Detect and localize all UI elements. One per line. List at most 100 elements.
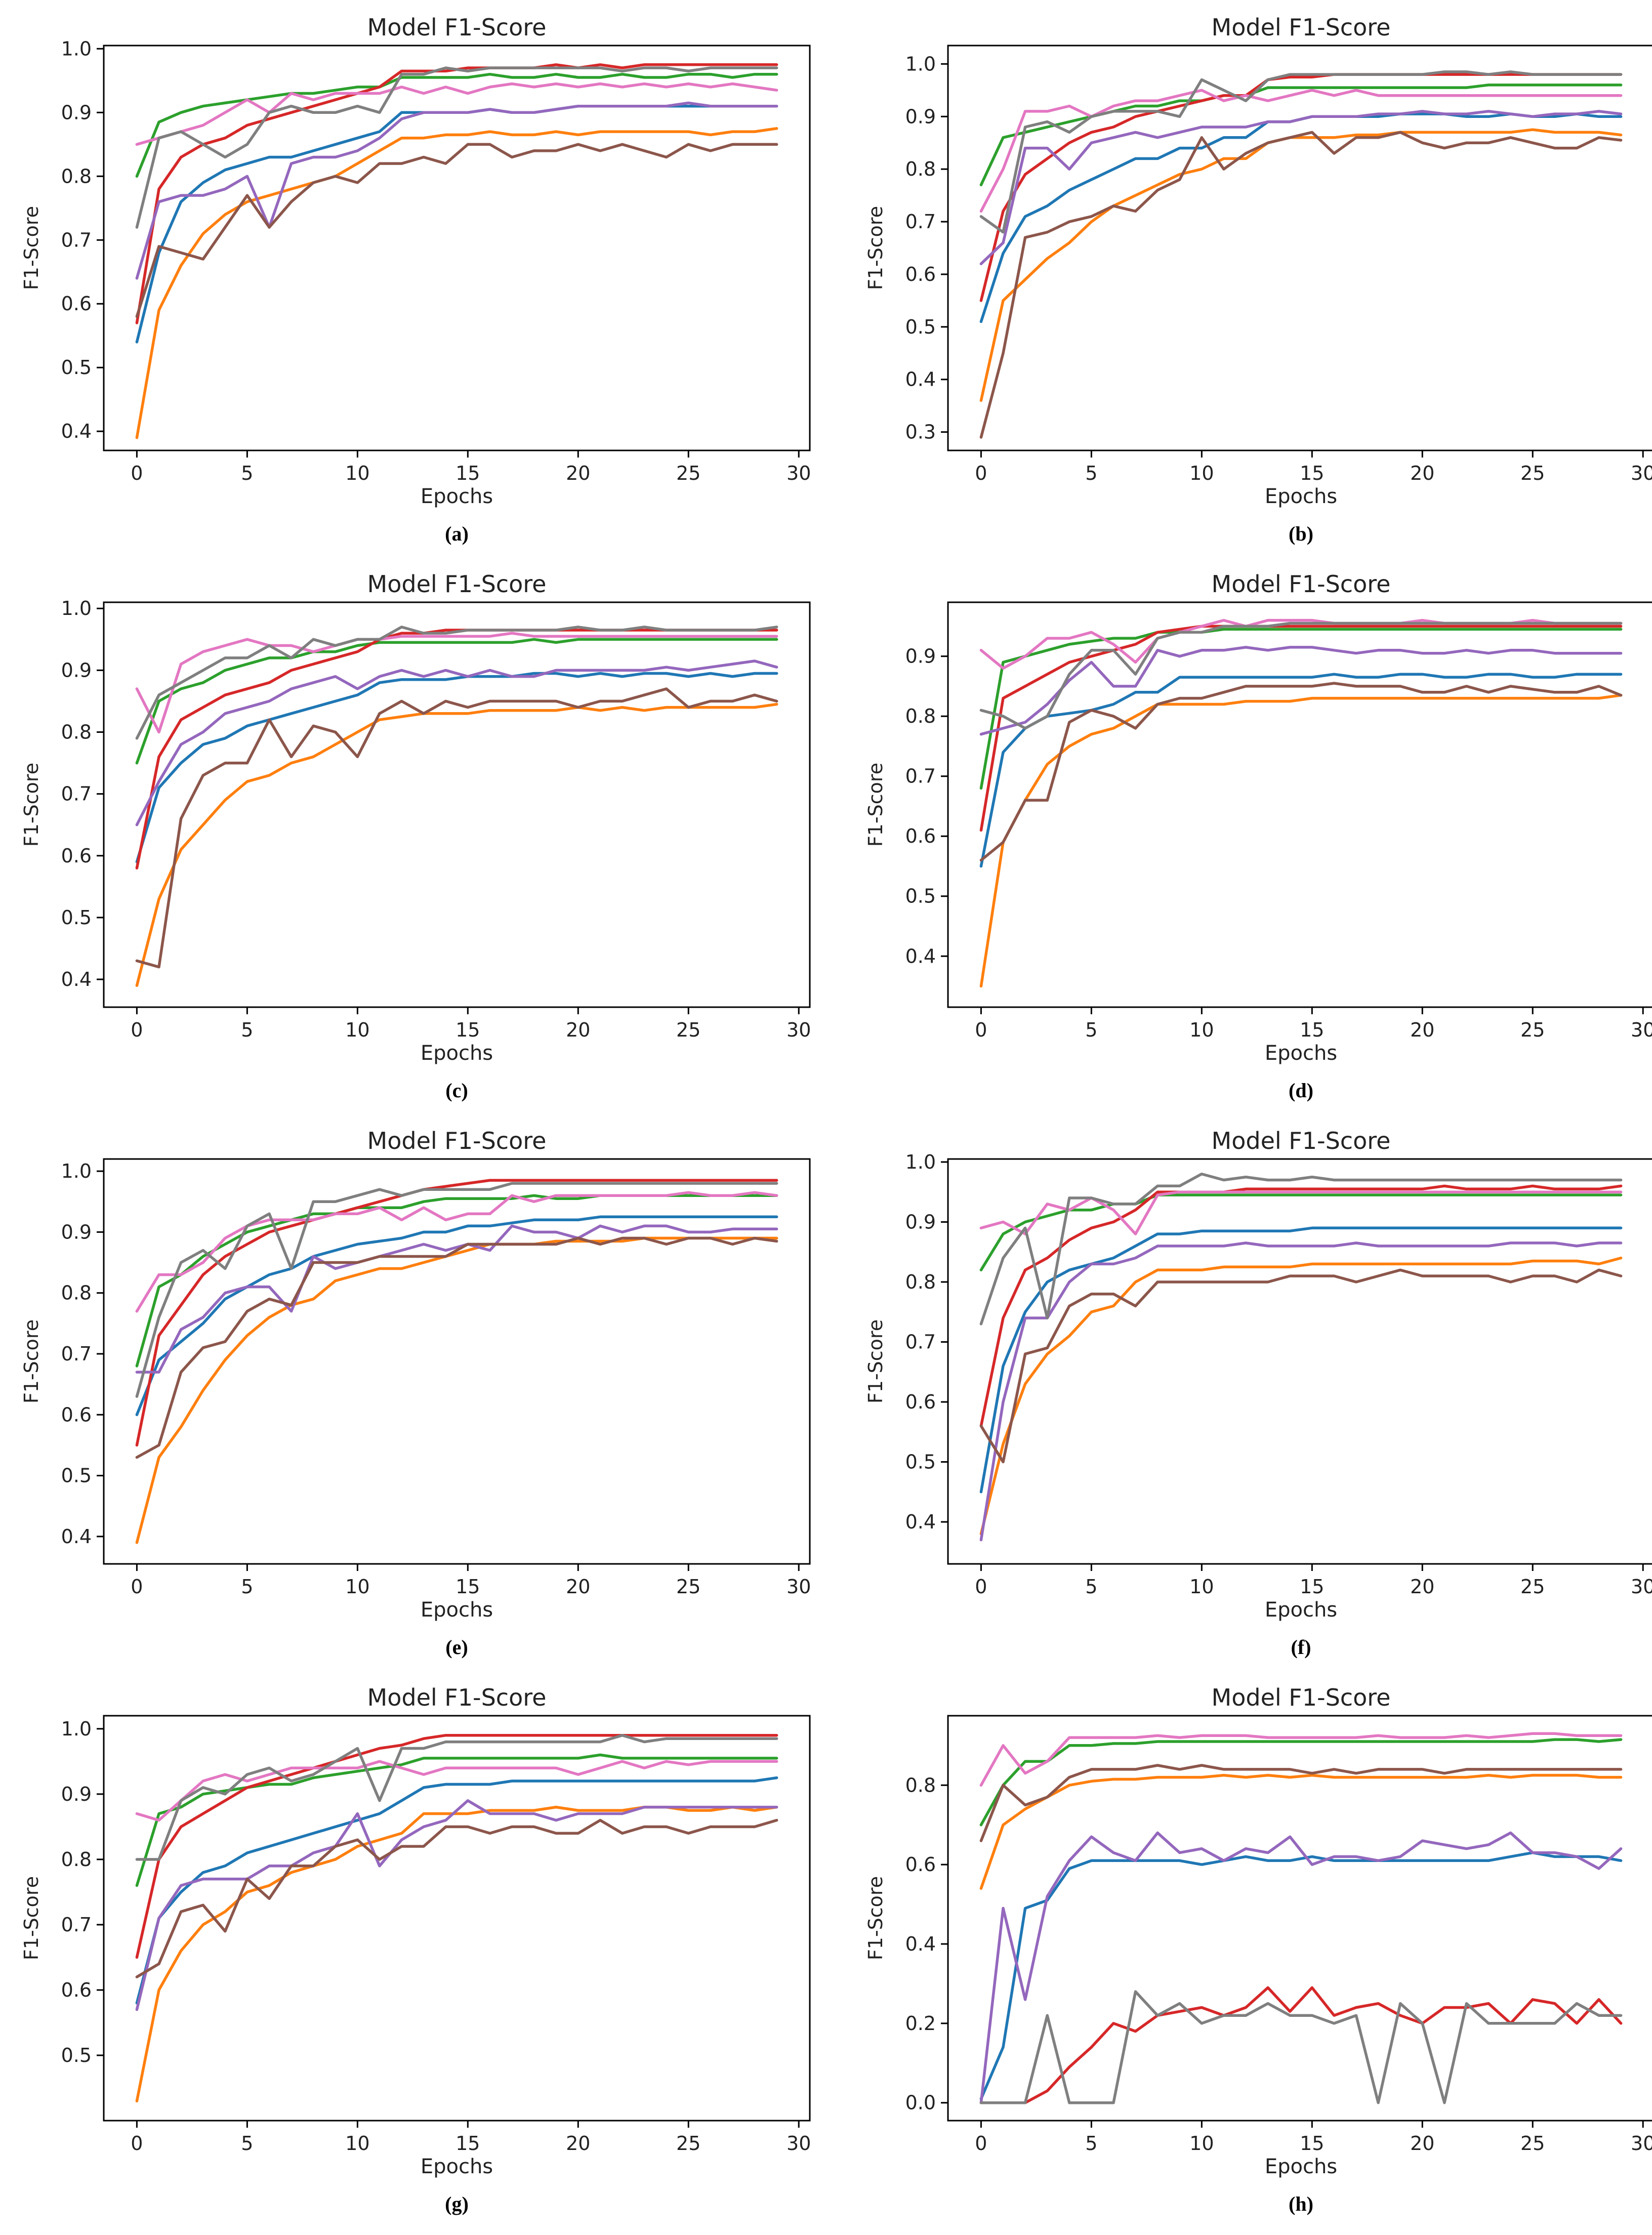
series-line-purple	[979, 110, 1623, 265]
series-line-red	[979, 1184, 1623, 1428]
x-tick-label: 0	[975, 1576, 987, 1598]
series-line-gray	[979, 70, 1623, 234]
series-line-blue	[979, 673, 1623, 868]
series-line-pink	[135, 1191, 778, 1313]
chart-title: Model F1-Score	[1212, 570, 1391, 598]
series-line-purple	[135, 1799, 778, 2011]
y-tick-label: 0.9	[905, 645, 936, 668]
y-tick-label: 0.4	[61, 420, 92, 442]
x-tick-label: 30	[1631, 1576, 1652, 1598]
panel-caption: (e)	[445, 1636, 468, 1659]
series-line-brown	[135, 1236, 778, 1459]
x-tick-label: 0	[131, 1019, 143, 1041]
series-line-brown	[135, 1818, 778, 1978]
y-tick-label: 0.6	[61, 1979, 92, 2001]
x-tick-label: 25	[676, 462, 700, 484]
y-tick-label: 0.9	[61, 101, 92, 123]
y-tick-label: 0.7	[61, 1914, 92, 1936]
x-tick-label: 15	[1300, 462, 1324, 484]
y-tick-label: 0.9	[905, 105, 936, 128]
x-tick-label: 0	[975, 462, 987, 484]
y-axis-label: F1-Score	[864, 763, 887, 847]
y-tick-label: 0.6	[905, 1853, 936, 1876]
y-tick-label: 0.4	[61, 1525, 92, 1548]
series-line-brown	[979, 131, 1623, 439]
y-tick-label: 0.7	[61, 1343, 92, 1365]
series-line-brown	[979, 1268, 1623, 1464]
y-tick-label: 0.5	[61, 356, 92, 379]
series-line-brown	[979, 682, 1623, 862]
x-tick-label: 5	[1085, 2132, 1097, 2155]
series-line-gray	[135, 1733, 778, 1861]
plot-frame	[103, 45, 811, 451]
x-tick-label: 25	[1520, 1019, 1545, 1041]
y-tick-label: 0.9	[61, 659, 92, 681]
x-tick-label: 0	[975, 2132, 987, 2155]
x-axis-label: Epochs	[1265, 1042, 1337, 1065]
series-line-green	[135, 1753, 778, 1887]
plot-frame	[947, 1715, 1652, 2122]
series-line-orange	[135, 127, 778, 439]
x-tick-label: 10	[1189, 2132, 1214, 2155]
y-tick-label: 0.8	[61, 1282, 92, 1304]
chart-panel: Model F1-Score 0 5 10 15 20 25 30 0.5 0.6 0.7 0.8 0.…	[20, 1684, 811, 2215]
x-tick-label: 20	[566, 462, 590, 484]
x-tick-label: 30	[787, 1019, 811, 1041]
x-tick-label: 15	[456, 1019, 480, 1041]
chart-panel: Model F1-Score 0 5 10 15 20 25 30 0.4 0.5 0.6 0.7 0.…	[20, 14, 811, 545]
chart-panel: Model F1-Score 0 5 10 15 20 25 30 0.3 0.4 0.5 0.6 0.…	[864, 14, 1652, 545]
y-tick-label: 0.5	[905, 885, 936, 907]
y-tick-label: 0.3	[905, 421, 936, 443]
series-line-purple	[135, 101, 778, 280]
chart-title: Model F1-Score	[367, 14, 547, 41]
x-tick-label: 15	[456, 462, 480, 484]
x-tick-label: 10	[345, 462, 369, 484]
series-line-brown	[979, 1764, 1623, 1842]
series-line-green	[979, 1738, 1623, 1827]
y-tick-label: 0.6	[905, 263, 936, 285]
x-tick-label: 20	[1410, 1019, 1434, 1041]
y-tick-label: 0.2	[905, 2012, 936, 2035]
x-tick-label: 30	[787, 2132, 811, 2155]
series-line-purple	[135, 1224, 778, 1374]
x-tick-label: 30	[1631, 462, 1652, 484]
series-line-pink	[979, 89, 1623, 213]
y-tick-label: 0.6	[905, 825, 936, 847]
x-tick-label: 30	[1631, 2132, 1652, 2155]
y-axis-label: F1-Score	[864, 206, 887, 290]
x-axis-label: Epochs	[1265, 485, 1337, 508]
x-tick-label: 20	[566, 2132, 590, 2155]
chart-panel: Model F1-Score 0 5 10 15 20 25 30 0.4 0.5 0.6 0.7 0.…	[20, 1127, 811, 1659]
series-line-gray	[135, 66, 778, 229]
series-line-orange	[135, 702, 778, 987]
series-line-pink	[135, 82, 778, 146]
series-line-gray	[979, 1990, 1623, 2104]
series-line-red	[979, 73, 1623, 302]
series-line-green	[135, 638, 778, 765]
series-line-gray	[135, 626, 778, 740]
x-axis-label: Epochs	[421, 2155, 493, 2178]
plot-frame	[947, 1158, 1652, 1565]
x-tick-label: 5	[1085, 462, 1097, 484]
y-tick-label: 0.5	[905, 1451, 936, 1473]
y-tick-label: 0.8	[61, 165, 92, 187]
series-line-pink	[979, 1190, 1623, 1235]
y-tick-label: 0.5	[61, 1465, 92, 1487]
chart-title: Model F1-Score	[1212, 14, 1391, 41]
x-tick-label: 15	[1300, 2132, 1324, 2155]
series-line-red	[135, 1179, 778, 1447]
y-tick-label: 0.5	[905, 316, 936, 338]
x-tick-label: 25	[676, 1019, 700, 1041]
x-tick-label: 10	[1189, 1576, 1214, 1598]
series-line-pink	[135, 1760, 778, 1822]
panel-caption: (b)	[1289, 522, 1313, 545]
series-line-orange	[979, 1256, 1623, 1536]
x-tick-label: 10	[1189, 1019, 1214, 1041]
y-tick-label: 0.4	[61, 968, 92, 990]
y-axis-label: F1-Score	[20, 763, 43, 847]
y-tick-label: 0.0	[905, 2092, 936, 2114]
x-tick-label: 0	[131, 2132, 143, 2155]
x-tick-label: 5	[1085, 1576, 1097, 1598]
x-tick-label: 10	[345, 1019, 369, 1041]
y-axis-label: F1-Score	[864, 1876, 887, 1960]
